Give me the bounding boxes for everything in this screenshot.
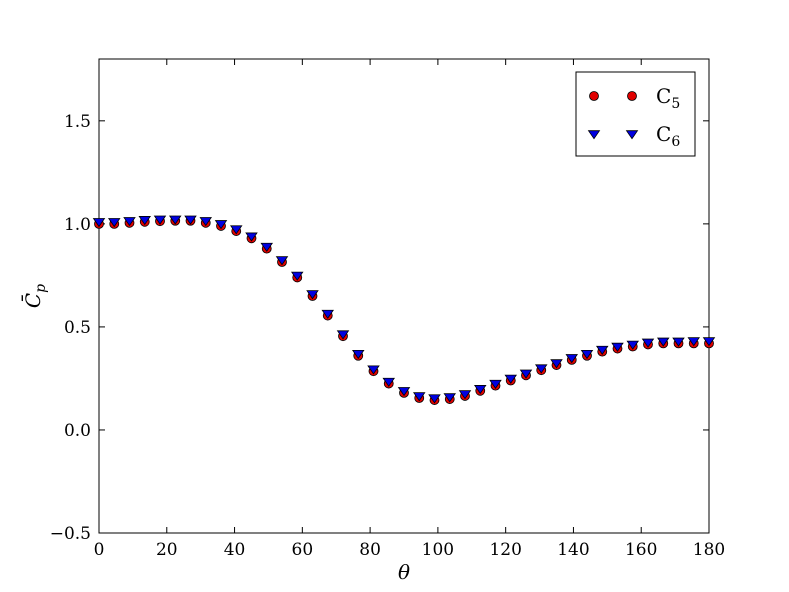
- data-point: [92, 218, 106, 228]
- data-point: [611, 342, 624, 352]
- data-point: [489, 379, 502, 389]
- series-C5: [94, 215, 714, 405]
- data-point: [168, 215, 182, 225]
- x-tick-label: 0: [94, 540, 105, 560]
- legend-marker: [589, 91, 599, 101]
- y-tick-label: 1.0: [64, 215, 91, 235]
- legend-entry: C6: [587, 122, 680, 150]
- data-point: [580, 350, 594, 360]
- data-point: [565, 354, 579, 364]
- x-tick-label: 180: [693, 540, 725, 560]
- series-layer: [92, 215, 716, 405]
- data-point: [214, 220, 228, 230]
- data-point: [672, 337, 685, 347]
- data-point: [626, 340, 640, 350]
- data-point: [397, 387, 411, 397]
- data-point: [123, 217, 136, 227]
- x-tick-label: 40: [224, 540, 246, 560]
- data-point: [245, 232, 258, 242]
- legend-marker: [587, 130, 601, 140]
- data-point: [107, 218, 121, 228]
- data-point: [428, 394, 441, 404]
- data-point: [504, 374, 518, 384]
- y-axis-label-sub: p: [33, 284, 49, 293]
- data-point: [275, 256, 289, 266]
- data-point: [260, 242, 274, 252]
- data-point: [367, 365, 380, 375]
- data-point: [519, 369, 533, 379]
- plot-frame: [98, 58, 710, 534]
- legend-label: C6: [656, 122, 680, 150]
- data-point: [382, 377, 396, 387]
- data-point: [702, 337, 716, 347]
- series-C6: [92, 215, 716, 404]
- data-point: [138, 216, 152, 226]
- x-tick-label: 140: [557, 540, 589, 560]
- x-tick-label: 100: [422, 540, 454, 560]
- data-point: [184, 215, 197, 225]
- data-point: [443, 393, 457, 403]
- data-point: [290, 271, 304, 281]
- y-axis-label-main: C̄: [20, 293, 45, 308]
- x-tick-label: 80: [359, 540, 381, 560]
- data-point: [656, 337, 670, 347]
- data-point: [412, 392, 426, 402]
- x-tick-label: 20: [156, 540, 178, 560]
- legend-marker: [627, 91, 637, 101]
- legend-label: C5: [656, 84, 680, 112]
- x-tick-label: 120: [489, 540, 521, 560]
- y-axis-label: C̄p: [20, 284, 49, 308]
- data-point: [199, 217, 213, 227]
- data-point: [595, 345, 609, 355]
- x-axis-label: θ: [398, 560, 410, 584]
- data-point: [550, 359, 563, 369]
- y-tick-label: 0.0: [64, 421, 91, 441]
- x-tick-label: 60: [292, 540, 314, 560]
- data-point: [687, 337, 701, 347]
- data-point: [336, 330, 350, 340]
- data-point: [321, 309, 335, 319]
- legend-marker: [625, 130, 639, 140]
- y-tick-label: 1.5: [64, 112, 91, 132]
- legend-box: [575, 71, 696, 157]
- data-point: [458, 390, 472, 400]
- legend-entry: C5: [589, 84, 680, 112]
- axis-ticks: 0 20 40 60 80 100 120 140 160 180 −0.5 0.0 0.5 1.0 1.5: [50, 59, 725, 560]
- data-point: [306, 290, 319, 300]
- x-tick-label: 160: [625, 540, 657, 560]
- y-tick-label: 0.5: [64, 318, 91, 338]
- data-point: [229, 225, 243, 235]
- data-point: [473, 385, 487, 395]
- data-point: [351, 350, 365, 360]
- data-point: [153, 215, 167, 225]
- y-tick-label: −0.5: [50, 524, 91, 544]
- data-point: [534, 364, 548, 374]
- data-point: [641, 338, 655, 348]
